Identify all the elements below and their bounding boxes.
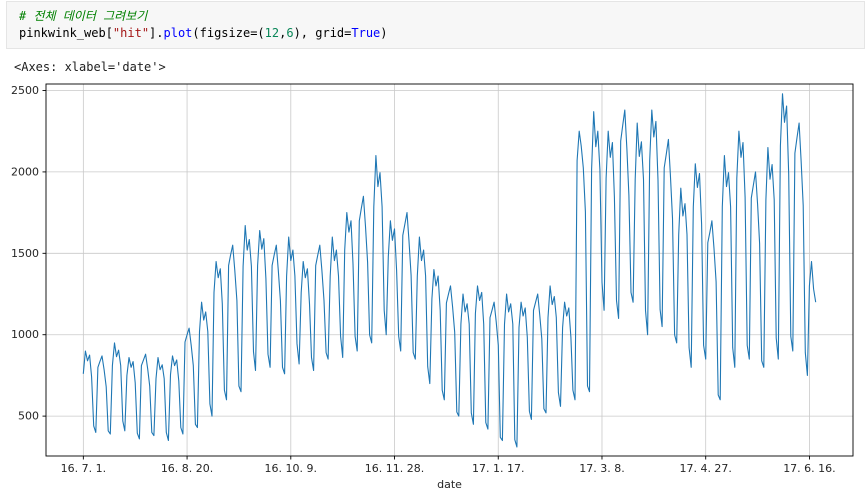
- code-token-string: "hit": [112, 26, 150, 40]
- code-line-plot-call[interactable]: pinkwink_web["hit"].plot(figsize=(12,6),…: [19, 25, 852, 42]
- code-token-kw: True: [351, 26, 381, 40]
- x-tick-label: 17. 3. 8.: [579, 462, 624, 475]
- x-tick-label: 16. 7. 1.: [61, 462, 106, 475]
- axes-spines: [45, 83, 854, 457]
- x-tick-label: 17. 1. 17.: [472, 462, 524, 475]
- code-cell[interactable]: # 전체 데이터 그려보기 pinkwink_web["hit"].plot(f…: [6, 1, 865, 49]
- y-tick-label: 1000: [11, 328, 39, 341]
- x-tick-labels: 16. 7. 1. 16. 8. 20. 16. 10. 9. 16. 11. 28.…: [61, 462, 836, 475]
- x-tick-label: 16. 8. 20.: [161, 462, 213, 475]
- code-token-func: plot: [163, 26, 193, 40]
- code-token-plain: ): [380, 26, 388, 40]
- x-tick-label: 16. 10. 9.: [265, 462, 317, 475]
- code-token-plain: ,: [279, 26, 287, 40]
- y-tick-labels: 500 1000 1500 2000 2500: [11, 84, 39, 423]
- y-tick-label: 1500: [11, 247, 39, 260]
- matplotlib-figure: 16. 7. 1. 16. 8. 20. 16. 10. 9. 16. 11. 28.…: [8, 76, 868, 499]
- x-axis-label: date: [437, 478, 462, 491]
- code-token-num: 12: [264, 26, 280, 40]
- code-token-plain: ].: [149, 26, 164, 40]
- code-line-comment[interactable]: # 전체 데이터 그려보기: [19, 8, 852, 25]
- series-hit-line: [82, 93, 817, 448]
- x-tick-label: 16. 11. 28.: [365, 462, 424, 475]
- cell-output-area: <Axes: xlabel='date'> 16. 7. 1. 16. 8. 20…: [0, 60, 868, 499]
- hit-line-chart: 16. 7. 1. 16. 8. 20. 16. 10. 9. 16. 11. 28.…: [11, 83, 854, 491]
- code-token-plain: ), grid=: [293, 26, 352, 40]
- code-token-comment: # 전체 데이터 그려보기: [19, 9, 148, 23]
- code-token-num: 6: [286, 26, 294, 40]
- x-tick-label: 17. 6. 16.: [783, 462, 835, 475]
- y-tick-label: 2000: [11, 165, 39, 178]
- y-tick-label: 2500: [11, 84, 39, 97]
- code-token-plain: (figsize=(: [192, 26, 265, 40]
- output-repr-text: <Axes: xlabel='date'>: [14, 60, 166, 74]
- code-token-plain: pinkwink_web[: [19, 26, 113, 40]
- x-tick-label: 17. 4. 27.: [679, 462, 731, 475]
- y-tick-label: 500: [18, 410, 39, 423]
- tick-marks: [42, 90, 810, 460]
